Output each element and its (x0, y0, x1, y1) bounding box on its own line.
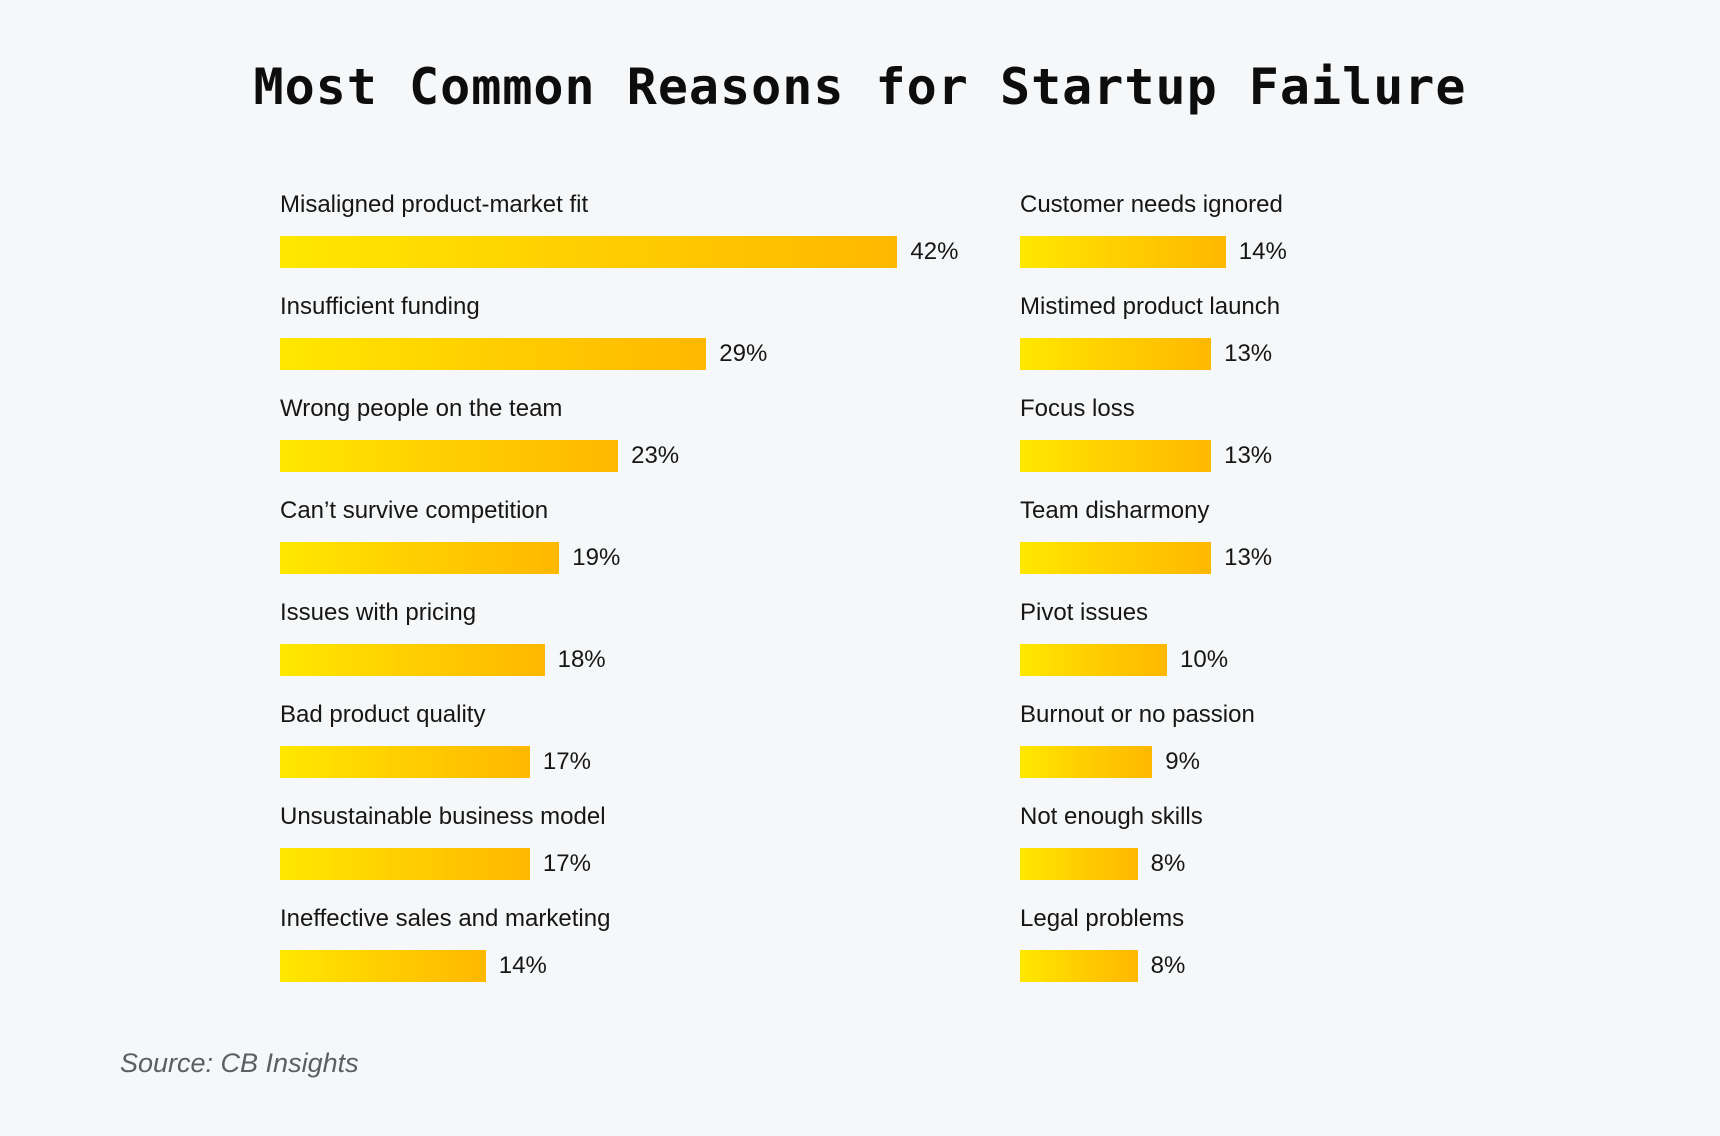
bar (280, 644, 545, 676)
bar-value-label: 17% (542, 850, 591, 877)
bar (280, 338, 707, 370)
bar-row: Mistimed product launch 13% (1020, 292, 1720, 394)
bar-value-label: 14% (498, 952, 547, 979)
bar-category-label: Pivot issues (1020, 599, 1149, 626)
bar-category-label: Bad product quality (280, 701, 486, 728)
bar-row: Focus loss 13% (1020, 394, 1720, 496)
bar-row: Legal problems 8% (1020, 904, 1720, 1006)
bar-category-label: Legal problems (1020, 905, 1185, 932)
bar-category-label: Misaligned product-market fit (280, 191, 589, 218)
bar-category-label: Insufficient funding (280, 293, 480, 320)
bar (1020, 644, 1167, 676)
bar-value-label: 13% (1224, 544, 1273, 571)
bar-row: Misaligned product-market fit 42% (280, 190, 980, 292)
bar (1020, 542, 1212, 574)
bar-value-label: 42% (910, 238, 959, 265)
bar-category-label: Burnout or no passion (1020, 701, 1255, 728)
bar-value-label: 29% (719, 340, 768, 367)
bar-row: Can’t survive competition 19% (280, 496, 980, 598)
bar (280, 848, 530, 880)
bar-row: Customer needs ignored 14% (1020, 190, 1720, 292)
bar-value-label: 10% (1180, 646, 1229, 673)
bar-value-label: 14% (1238, 238, 1287, 265)
bar (280, 746, 530, 778)
bar-category-label: Mistimed product launch (1020, 293, 1281, 320)
bar-value-label: 13% (1224, 340, 1273, 367)
bar-row: Burnout or no passion 9% (1020, 700, 1720, 802)
bar-row: Bad product quality 17% (280, 700, 980, 802)
bar-row: Not enough skills 8% (1020, 802, 1720, 904)
bar-category-label: Not enough skills (1020, 803, 1203, 830)
bar-row: Issues with pricing 18% (280, 598, 980, 700)
bar (1020, 338, 1212, 370)
bar-category-label: Ineffective sales and marketing (280, 905, 611, 932)
bar-row: Unsustainable business model 17% (280, 802, 980, 904)
bar-category-label: Unsustainable business model (280, 803, 606, 830)
bar-category-label: Focus loss (1020, 395, 1135, 422)
bar-row: Pivot issues 10% (1020, 598, 1720, 700)
bar (1020, 746, 1153, 778)
bar (1020, 950, 1138, 982)
bar-value-label: 18% (557, 646, 606, 673)
bar (1020, 440, 1212, 472)
bar-row: Insufficient funding 29% (280, 292, 980, 394)
bar-value-label: 8% (1150, 952, 1186, 979)
bar (280, 440, 619, 472)
bar-category-label: Customer needs ignored (1020, 191, 1283, 218)
bar-value-label: 23% (631, 442, 680, 469)
bar-value-label: 13% (1224, 442, 1273, 469)
bar-category-label: Team disharmony (1020, 497, 1210, 524)
source-note: Source: CB Insights (120, 1048, 359, 1078)
bar (280, 950, 486, 982)
bar (280, 542, 560, 574)
bar-value-label: 9% (1165, 748, 1200, 775)
bar (1020, 236, 1226, 268)
chart-title: Most Common Reasons for Startup Failure (253, 58, 1467, 116)
bar-value-label: 17% (542, 748, 591, 775)
bar-row: Ineffective sales and marketing 14% (280, 904, 980, 1006)
bar-row: Team disharmony 13% (1020, 496, 1720, 598)
bar-category-label: Can’t survive competition (280, 497, 549, 524)
bar-value-label: 8% (1150, 850, 1186, 877)
bar-value-label: 19% (572, 544, 621, 571)
bar (1020, 848, 1138, 880)
bar-row: Wrong people on the team 23% (280, 394, 980, 496)
bar-category-label: Wrong people on the team (280, 395, 563, 422)
bar-category-label: Issues with pricing (280, 599, 477, 626)
bar (280, 236, 898, 268)
